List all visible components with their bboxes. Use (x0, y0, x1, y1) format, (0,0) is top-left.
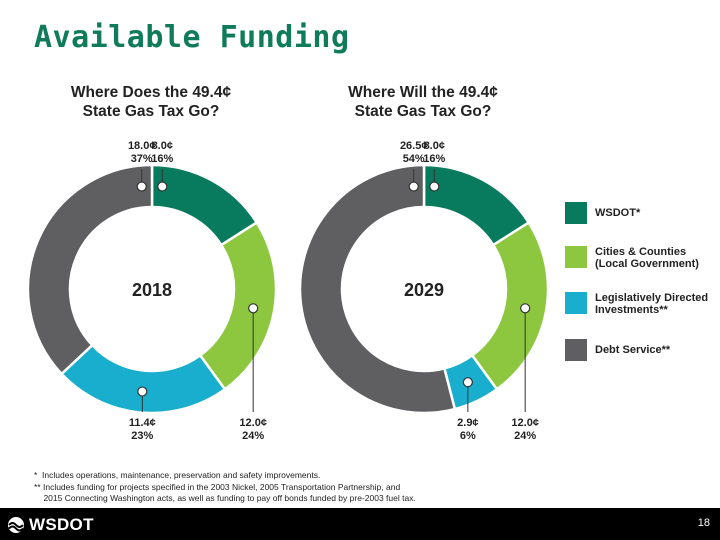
wsdot-logo-icon (8, 517, 24, 533)
footnote-2: ** Includes funding for projects specifi… (34, 481, 401, 492)
legend-swatch-cities-counties (565, 246, 587, 268)
callout-dot-2018-wsdot (157, 181, 168, 192)
slice-2018-legislative (59, 343, 227, 415)
footnote-1: * Includes operations, maintenance, pres… (34, 470, 321, 480)
footnote-3: 2015 Connecting Washington acts, as well… (34, 493, 416, 503)
data-label-cents-2018-legislative: 11.4¢ (129, 417, 156, 429)
slice-2029-debt-service (298, 163, 457, 415)
callout-dot-2029-debt-service (408, 181, 419, 192)
callout-dot-2018-debt-service (136, 181, 147, 192)
wsdot-logo: WSDOT (6, 515, 94, 535)
data-label-percent-2018-legislative: 23% (131, 430, 153, 442)
chart-title-2029: Where Will the 49.4¢ State Gas Tax Go? (348, 84, 498, 120)
data-label-percent-2029-cities-counties: 24% (514, 430, 536, 442)
callout-dot-2029-wsdot (429, 181, 440, 192)
data-label-percent-2029-wsdot: 16% (423, 153, 445, 165)
legend-label-legislative: Legislatively Directed Investments** (595, 292, 709, 316)
data-label-percent-2029-debt-service: 54% (403, 153, 425, 165)
callout-dot-2029-cities-counties (520, 303, 531, 314)
data-label-cents-2018-debt-service: 18.0¢ (128, 140, 156, 152)
callout-dot-2018-cities-counties (248, 303, 259, 314)
donut-charts: 20188.0¢16%12.0¢24%11.4¢23%18.0¢37%20298… (26, 140, 550, 442)
callout-dot-2018-legislative (137, 386, 148, 397)
data-label-percent-2018-wsdot: 16% (151, 153, 173, 165)
legend-label-cities-counties: Cities & Counties (Local Government) (595, 246, 699, 270)
page-number: 18 (697, 517, 710, 529)
data-label-percent-2018-debt-service: 37% (131, 153, 153, 165)
data-label-cents-2029-debt-service: 26.5¢ (400, 140, 428, 152)
data-label-percent-2029-legislative: 6% (460, 430, 476, 442)
slice-2018-debt-service (26, 163, 154, 376)
center-label-2018: 2018 (132, 280, 172, 300)
legend-item-cities-counties: Cities & Counties (Local Government) (565, 246, 699, 270)
data-label-cents-2018-wsdot: 8.0¢ (152, 140, 173, 152)
legend-label-wsdot: WSDOT* (595, 207, 641, 219)
data-label-cents-2029-legislative: 2.9¢ (457, 417, 478, 429)
legend-swatch-debt-service (565, 339, 587, 361)
data-label-cents-2018-cities-counties: 12.0¢ (239, 417, 267, 429)
data-label-cents-2029-wsdot: 8.0¢ (424, 140, 445, 152)
legend-item-wsdot: WSDOT* (565, 202, 640, 224)
legend-item-debt-service: Debt Service** (565, 339, 670, 361)
data-label-percent-2018-cities-counties: 24% (242, 430, 264, 442)
callout-dot-2029-legislative (462, 377, 473, 388)
legend-swatch-legislative (565, 292, 587, 314)
slide-title: Available Funding (34, 20, 350, 55)
slice-2018-cities-counties (198, 220, 278, 392)
center-label-2029: 2029 (404, 280, 444, 300)
legend-item-legislative: Legislatively Directed Investments** (565, 292, 708, 316)
logo-text: WSDOT (29, 515, 94, 534)
data-label-cents-2029-cities-counties: 12.0¢ (511, 417, 539, 429)
legend-swatch-wsdot (565, 202, 587, 224)
slice-2029-cities-counties (470, 220, 550, 392)
footer-bar: WSDOT 18 (0, 508, 720, 540)
legend-label-debt-service: Debt Service** (595, 344, 671, 356)
chart-title-2018: Where Does the 49.4¢ State Gas Tax Go? (70, 84, 232, 120)
footnotes: * Includes operations, maintenance, pres… (34, 470, 416, 505)
